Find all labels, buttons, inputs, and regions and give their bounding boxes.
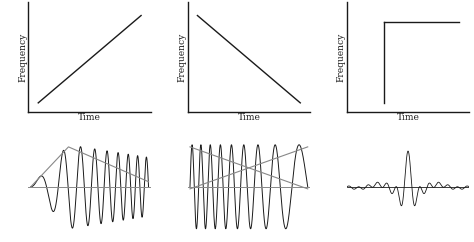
X-axis label: Time: Time — [237, 113, 260, 122]
X-axis label: Time: Time — [78, 113, 101, 122]
X-axis label: Time: Time — [397, 113, 419, 122]
Y-axis label: Frequency: Frequency — [337, 32, 346, 82]
Y-axis label: Frequency: Frequency — [177, 32, 186, 82]
Y-axis label: Frequency: Frequency — [18, 32, 27, 82]
